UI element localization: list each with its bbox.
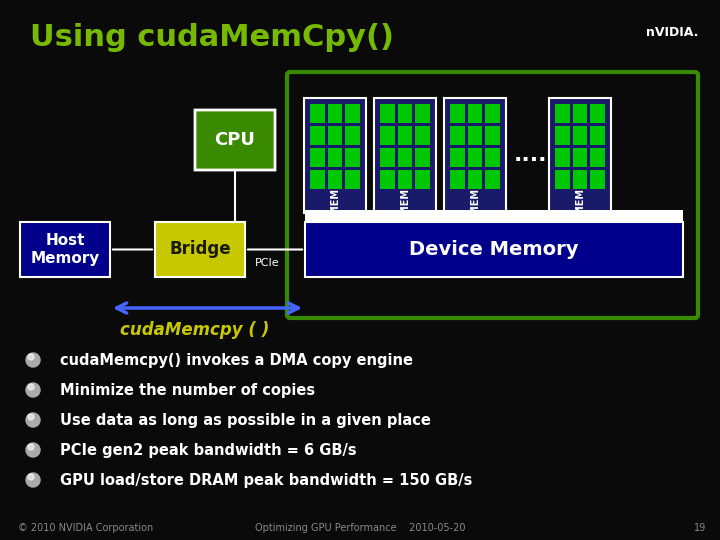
Bar	[415, 147, 430, 166]
Bar	[555, 104, 570, 123]
Circle shape	[26, 443, 40, 457]
Text: Minimize the number of copies: Minimize the number of copies	[60, 382, 315, 397]
Bar	[310, 147, 325, 166]
Bar	[415, 125, 430, 145]
Text: cudaMemcpy ( ): cudaMemcpy ( )	[120, 321, 270, 339]
Bar	[572, 170, 588, 188]
Text: SMEM: SMEM	[575, 188, 585, 221]
Text: Use data as long as possible in a given place: Use data as long as possible in a given …	[60, 413, 431, 428]
Bar	[328, 125, 342, 145]
Circle shape	[26, 413, 40, 427]
FancyBboxPatch shape	[305, 222, 683, 277]
Bar	[450, 104, 464, 123]
Bar	[485, 170, 500, 188]
Bar	[450, 125, 464, 145]
Bar	[305, 210, 683, 222]
Text: nVIDIA.: nVIDIA.	[646, 25, 698, 38]
Bar	[346, 104, 360, 123]
FancyBboxPatch shape	[374, 98, 436, 213]
Circle shape	[26, 353, 40, 367]
Bar	[397, 125, 413, 145]
Bar	[328, 170, 342, 188]
Bar	[485, 125, 500, 145]
Bar	[468, 147, 482, 166]
Text: © 2010 NVIDIA Corporation: © 2010 NVIDIA Corporation	[18, 523, 153, 533]
Circle shape	[28, 474, 34, 480]
Bar	[468, 125, 482, 145]
Bar	[450, 147, 464, 166]
FancyBboxPatch shape	[304, 98, 366, 213]
Text: cudaMemcpy() invokes a DMA copy engine: cudaMemcpy() invokes a DMA copy engine	[60, 353, 413, 368]
Text: CPU: CPU	[215, 131, 256, 149]
Text: SMEM: SMEM	[400, 188, 410, 221]
Circle shape	[26, 383, 40, 397]
Text: PCIe: PCIe	[255, 259, 279, 268]
Text: GPU load/store DRAM peak bandwidth = 150 GB/s: GPU load/store DRAM peak bandwidth = 150…	[60, 472, 472, 488]
Text: ....: ....	[513, 145, 546, 165]
Bar	[397, 104, 413, 123]
Bar	[328, 104, 342, 123]
Text: Bridge: Bridge	[169, 240, 231, 259]
FancyBboxPatch shape	[20, 222, 110, 277]
Circle shape	[28, 444, 34, 450]
Bar	[380, 125, 395, 145]
Text: PCIe gen2 peak bandwidth = 6 GB/s: PCIe gen2 peak bandwidth = 6 GB/s	[60, 442, 356, 457]
Bar	[397, 170, 413, 188]
FancyBboxPatch shape	[155, 222, 245, 277]
Bar	[572, 147, 588, 166]
FancyBboxPatch shape	[195, 110, 275, 170]
Bar	[468, 170, 482, 188]
Bar	[397, 147, 413, 166]
Text: SMEM: SMEM	[470, 188, 480, 221]
Text: 19: 19	[694, 523, 706, 533]
FancyBboxPatch shape	[444, 98, 506, 213]
Bar	[555, 125, 570, 145]
Bar	[346, 125, 360, 145]
Bar	[590, 125, 605, 145]
Bar	[380, 170, 395, 188]
Bar	[572, 125, 588, 145]
Bar	[590, 104, 605, 123]
Bar	[468, 104, 482, 123]
Bar	[415, 170, 430, 188]
Text: Host
Memory: Host Memory	[30, 233, 99, 266]
Bar	[310, 170, 325, 188]
Circle shape	[28, 414, 34, 420]
Bar	[590, 170, 605, 188]
Circle shape	[28, 354, 34, 360]
Bar	[485, 147, 500, 166]
Bar	[380, 147, 395, 166]
Bar	[380, 104, 395, 123]
Text: Device Memory: Device Memory	[409, 240, 579, 259]
Text: SMEM: SMEM	[330, 188, 340, 221]
Bar	[555, 170, 570, 188]
Bar	[310, 104, 325, 123]
Bar	[328, 147, 342, 166]
Bar	[346, 147, 360, 166]
Bar	[415, 104, 430, 123]
Text: Using cudaMemCpy(): Using cudaMemCpy()	[30, 24, 394, 52]
Bar	[555, 147, 570, 166]
FancyBboxPatch shape	[549, 98, 611, 213]
Bar	[450, 170, 464, 188]
Bar	[346, 170, 360, 188]
Bar	[485, 104, 500, 123]
Bar	[590, 147, 605, 166]
Bar	[310, 125, 325, 145]
Bar	[572, 104, 588, 123]
Circle shape	[26, 473, 40, 487]
Circle shape	[28, 384, 34, 390]
Text: Optimizing GPU Performance    2010-05-20: Optimizing GPU Performance 2010-05-20	[255, 523, 465, 533]
